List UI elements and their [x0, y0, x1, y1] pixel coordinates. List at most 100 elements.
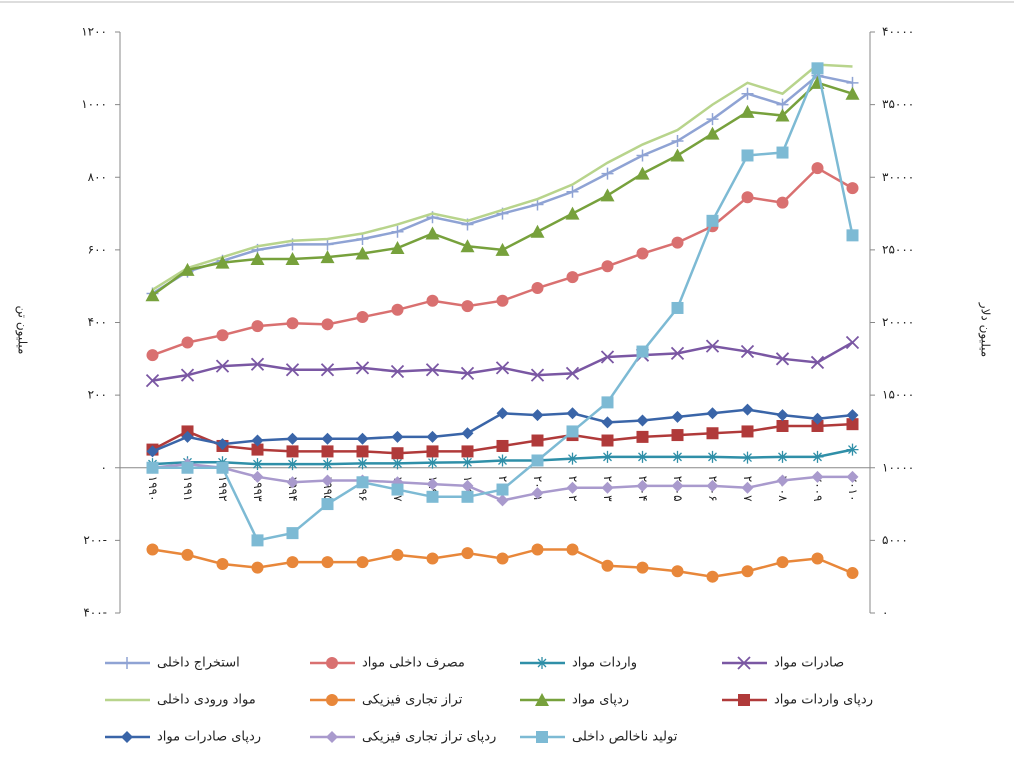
legend-item: ردپای مواد [520, 693, 629, 708]
marker [671, 479, 684, 492]
y2-tick-label: ۳۰۰۰۰ [882, 170, 914, 184]
marker [670, 346, 685, 361]
marker [636, 345, 649, 358]
marker [846, 443, 859, 456]
marker [566, 185, 579, 198]
marker [321, 238, 334, 251]
marker [181, 461, 194, 474]
marker [706, 113, 719, 126]
marker [741, 191, 754, 204]
legend-label: ردپای واردات مواد [774, 693, 873, 708]
marker [426, 456, 439, 469]
marker [845, 335, 860, 350]
marker [461, 427, 474, 440]
marker [146, 349, 159, 362]
marker [496, 294, 509, 307]
marker [496, 454, 509, 467]
marker [671, 410, 684, 423]
marker [495, 361, 510, 375]
marker [391, 483, 404, 496]
marker [601, 434, 614, 447]
marker [321, 498, 334, 511]
marker [285, 251, 300, 265]
marker [356, 311, 369, 324]
marker [846, 470, 859, 483]
marker [737, 656, 751, 670]
marker [671, 236, 684, 249]
legend-label: مواد ورودی داخلی [157, 693, 256, 708]
marker [461, 445, 474, 458]
marker [215, 255, 230, 269]
marker [180, 368, 195, 382]
marker [741, 149, 754, 162]
y2-tick-label: ۲۰۰۰۰ [882, 315, 914, 329]
marker [776, 419, 789, 432]
marker [495, 242, 510, 256]
marker [566, 481, 579, 494]
marker [775, 108, 790, 122]
marker [601, 450, 614, 463]
marker [776, 450, 789, 463]
legend-item: ردپای واردات مواد [722, 693, 873, 708]
legend-item: ردپای صادرات مواد [105, 730, 261, 745]
legend-item: واردات مواد [520, 656, 637, 671]
marker [286, 317, 299, 330]
marker [601, 260, 614, 273]
marker [286, 432, 299, 445]
marker [811, 162, 824, 175]
legend-label: واردات مواد [572, 656, 637, 671]
x-tick-label: ۲۰۱۰ [846, 476, 860, 502]
marker [460, 366, 475, 380]
marker [566, 543, 579, 556]
marker [391, 430, 404, 443]
marker [811, 419, 824, 432]
marker [671, 134, 684, 147]
y2-tick-label: ۵۰۰۰ [882, 533, 908, 547]
marker [846, 409, 859, 422]
marker [426, 294, 439, 307]
marker [636, 430, 649, 443]
marker [320, 250, 335, 264]
marker [286, 476, 299, 489]
marker [565, 366, 580, 380]
marker [286, 527, 299, 540]
marker [496, 439, 509, 452]
y-axis-label: میلیون تن [15, 306, 30, 355]
marker [391, 303, 404, 316]
x-tick-label: ۱۹۹۱ [181, 476, 195, 502]
marker [391, 447, 404, 460]
marker [146, 461, 159, 474]
marker [671, 450, 684, 463]
marker [145, 288, 160, 302]
legend-item: تراز تجاری فیزیکی [310, 693, 463, 708]
marker [811, 470, 824, 483]
marker [845, 86, 860, 100]
marker [391, 457, 404, 470]
marker [216, 438, 229, 451]
marker [565, 206, 580, 220]
legend-item: ردپای تراز تجاری فیزیکی [310, 730, 496, 745]
marker [846, 182, 859, 195]
marker [531, 543, 544, 556]
y-tick-label: ۴۰۰ [88, 315, 107, 329]
marker [251, 534, 264, 547]
marker [776, 146, 789, 159]
legend-label: ردپای صادرات مواد [157, 730, 261, 745]
x-tick-label: ۱۹۹۰ [146, 476, 160, 502]
marker [741, 451, 754, 464]
marker [706, 407, 719, 420]
marker [741, 565, 754, 578]
marker [846, 567, 859, 580]
marker [356, 232, 369, 245]
marker [811, 62, 824, 75]
marker [741, 425, 754, 438]
marker [121, 657, 133, 669]
y-tick-label: ۲۰۰ [88, 388, 107, 402]
marker [326, 694, 338, 706]
marker [846, 418, 859, 431]
marker [636, 450, 649, 463]
marker [810, 355, 825, 370]
marker [121, 731, 133, 743]
marker [636, 414, 649, 427]
marker [391, 548, 404, 561]
